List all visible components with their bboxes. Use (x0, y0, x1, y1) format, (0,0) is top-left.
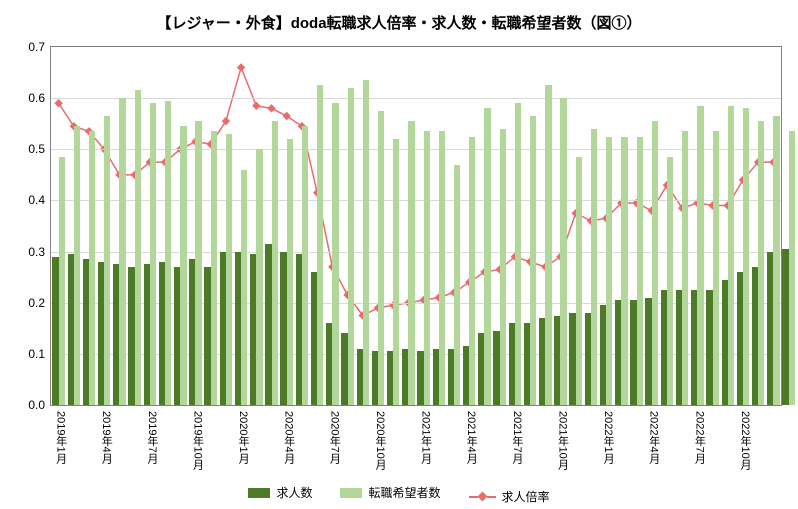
bar-seekers (393, 139, 399, 405)
bar-seekers (74, 126, 80, 405)
y-tick-label: 0.7 (28, 40, 51, 54)
bar-seekers (576, 157, 582, 405)
bar-seekers (272, 121, 278, 405)
x-tick-label: 2019年10月 (189, 405, 205, 470)
bar-seekers (530, 116, 536, 405)
bar-seekers (150, 103, 156, 405)
bar-seekers (104, 116, 110, 405)
x-tick-label: 2021年4月 (463, 405, 479, 464)
bar-seekers (515, 103, 521, 405)
y-tick-label: 0.6 (28, 91, 51, 105)
x-tick-label: 2019年1月 (53, 405, 69, 464)
bar-seekers (89, 131, 95, 405)
x-tick-label: 2022年1月 (600, 405, 616, 464)
bar-seekers (591, 129, 597, 405)
legend-item: 求人倍率 (469, 488, 550, 505)
bar-seekers (424, 131, 430, 405)
bar-seekers (165, 101, 171, 405)
bar-seekers (713, 131, 719, 405)
bar-seekers (637, 137, 643, 406)
ratio-marker (267, 104, 275, 112)
bar-seekers (667, 157, 673, 405)
bar-seekers (180, 126, 186, 405)
x-tick-label: 2020年7月 (326, 405, 342, 464)
bar-seekers (545, 85, 551, 405)
bar-seekers (697, 106, 703, 405)
bar-seekers (728, 106, 734, 405)
y-tick-label: 0.4 (28, 193, 51, 207)
legend-swatch (469, 493, 496, 500)
bar-seekers (500, 129, 506, 405)
legend-item: 求人数 (248, 484, 312, 501)
legend-swatch (340, 488, 362, 498)
bar-seekers (119, 98, 125, 405)
bar-seekers (439, 131, 445, 405)
bar-seekers (758, 121, 764, 405)
legend-swatch (248, 488, 270, 498)
bar-seekers (332, 103, 338, 405)
bar-seekers (302, 126, 308, 405)
bar-seekers (743, 108, 749, 405)
bar-seekers (606, 137, 612, 406)
gridline (51, 98, 781, 99)
y-tick-label: 0.2 (28, 296, 51, 310)
legend-label: 転職希望者数 (368, 484, 440, 501)
y-tick-label: 0.5 (28, 142, 51, 156)
legend-label: 求人数 (276, 484, 312, 501)
x-tick-label: 2021年10月 (554, 405, 570, 470)
x-tick-label: 2020年4月 (281, 405, 297, 464)
legend-item: 転職希望者数 (340, 484, 440, 501)
bar-seekers (773, 116, 779, 405)
gridline (51, 149, 781, 150)
x-tick-label: 2020年1月 (235, 405, 251, 464)
y-tick-label: 0.0 (28, 398, 51, 412)
chart-title: 【レジャー・外食】doda転職求人倍率・求人数・転職希望者数（図①） (0, 12, 798, 33)
ratio-marker (237, 63, 245, 71)
bar-seekers (378, 111, 384, 405)
ratio-marker (222, 117, 230, 125)
x-tick-label: 2021年7月 (509, 405, 525, 464)
x-tick-label: 2020年10月 (372, 405, 388, 470)
legend-label: 求人倍率 (502, 488, 550, 505)
bar-seekers (348, 88, 354, 405)
x-tick-label: 2021年1月 (418, 405, 434, 464)
bar-seekers (652, 121, 658, 405)
legend: 求人数 転職希望者数 求人倍率 (0, 484, 798, 505)
y-tick-label: 0.1 (28, 347, 51, 361)
bar-seekers (195, 121, 201, 405)
bar-seekers (226, 134, 232, 405)
ratio-marker (54, 99, 62, 107)
chart-container: 【レジャー・外食】doda転職求人倍率・求人数・転職希望者数（図①） 0.00.… (0, 0, 798, 509)
y-tick-label: 0.3 (28, 245, 51, 259)
bar-seekers (211, 131, 217, 405)
x-tick-label: 2019年4月 (98, 405, 114, 464)
bar-seekers (484, 108, 490, 405)
bar-seekers (256, 149, 262, 405)
x-tick-label: 2019年7月 (144, 405, 160, 464)
x-tick-label: 2022年10月 (737, 405, 753, 470)
bar-seekers (241, 170, 247, 405)
bar-seekers (408, 121, 414, 405)
ratio-marker (282, 112, 290, 120)
ratio-marker (252, 102, 260, 110)
bar-seekers (621, 137, 627, 406)
bar-seekers (363, 80, 369, 405)
plot-area: 0.00.10.20.30.40.50.60.72019年1月2019年4月20… (50, 46, 782, 406)
x-tick-label: 2022年4月 (646, 405, 662, 464)
x-tick-label: 2022年7月 (691, 405, 707, 464)
bar-seekers (682, 131, 688, 405)
bar-seekers (317, 85, 323, 405)
bar-seekers (789, 131, 795, 405)
bar-seekers (454, 165, 460, 405)
bar-seekers (560, 98, 566, 405)
bar-seekers (135, 90, 141, 405)
bar-seekers (469, 137, 475, 406)
bar-seekers (287, 139, 293, 405)
bar-seekers (59, 157, 65, 405)
